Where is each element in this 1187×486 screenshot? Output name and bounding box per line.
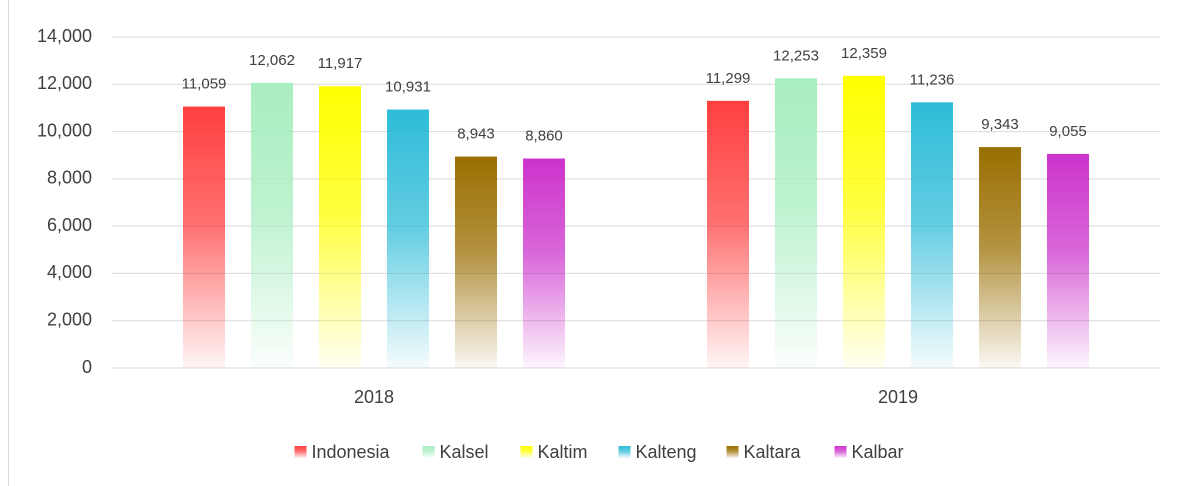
data-label: 11,299 bbox=[706, 70, 751, 87]
bar bbox=[387, 109, 429, 368]
data-label: 12,359 bbox=[841, 45, 887, 62]
bar bbox=[455, 156, 497, 368]
legend-swatch bbox=[618, 446, 631, 458]
legend-label: Kalbar bbox=[852, 442, 904, 462]
data-label: 11,917 bbox=[318, 55, 363, 72]
y-tick-label: 4,000 bbox=[47, 262, 92, 282]
y-tick-label: 6,000 bbox=[47, 215, 92, 235]
y-tick-label: 12,000 bbox=[37, 73, 92, 93]
data-label: 12,062 bbox=[249, 52, 295, 69]
legend-label: Kaltara bbox=[744, 442, 802, 462]
legend-label: Kaltim bbox=[538, 442, 588, 462]
bar bbox=[251, 82, 293, 368]
bar bbox=[979, 147, 1021, 368]
legend-swatch bbox=[520, 446, 533, 458]
bar bbox=[1047, 153, 1089, 368]
bar bbox=[319, 86, 361, 368]
bar bbox=[911, 102, 953, 369]
data-label: 9,055 bbox=[1049, 123, 1087, 140]
y-tick-label: 2,000 bbox=[47, 309, 92, 329]
legend-label: Kalsel bbox=[440, 442, 489, 462]
y-tick-label: 8,000 bbox=[47, 168, 92, 188]
bar bbox=[523, 158, 565, 368]
data-label: 10,931 bbox=[385, 79, 431, 96]
y-tick-label: 10,000 bbox=[37, 120, 92, 140]
legend-swatch bbox=[834, 446, 847, 458]
data-label: 8,943 bbox=[457, 126, 495, 143]
legend-label: Indonesia bbox=[312, 442, 391, 462]
data-label: 11,236 bbox=[910, 71, 955, 88]
y-tick-label: 14,000 bbox=[37, 26, 92, 46]
y-tick-label: 0 bbox=[82, 357, 92, 377]
data-label: 11,059 bbox=[182, 76, 227, 93]
data-label: 8,860 bbox=[525, 127, 563, 144]
legend-swatch bbox=[294, 446, 307, 458]
data-label: 12,253 bbox=[773, 47, 819, 64]
legend-label: Kalteng bbox=[636, 442, 697, 462]
bar bbox=[183, 106, 225, 369]
legend-swatch bbox=[422, 446, 435, 458]
bar bbox=[775, 78, 817, 368]
x-tick-label: 2018 bbox=[354, 387, 394, 407]
data-label: 9,343 bbox=[981, 116, 1019, 133]
x-tick-label: 2019 bbox=[878, 387, 918, 407]
legend-swatch bbox=[726, 446, 739, 458]
bar bbox=[843, 75, 885, 369]
bar bbox=[707, 100, 749, 368]
